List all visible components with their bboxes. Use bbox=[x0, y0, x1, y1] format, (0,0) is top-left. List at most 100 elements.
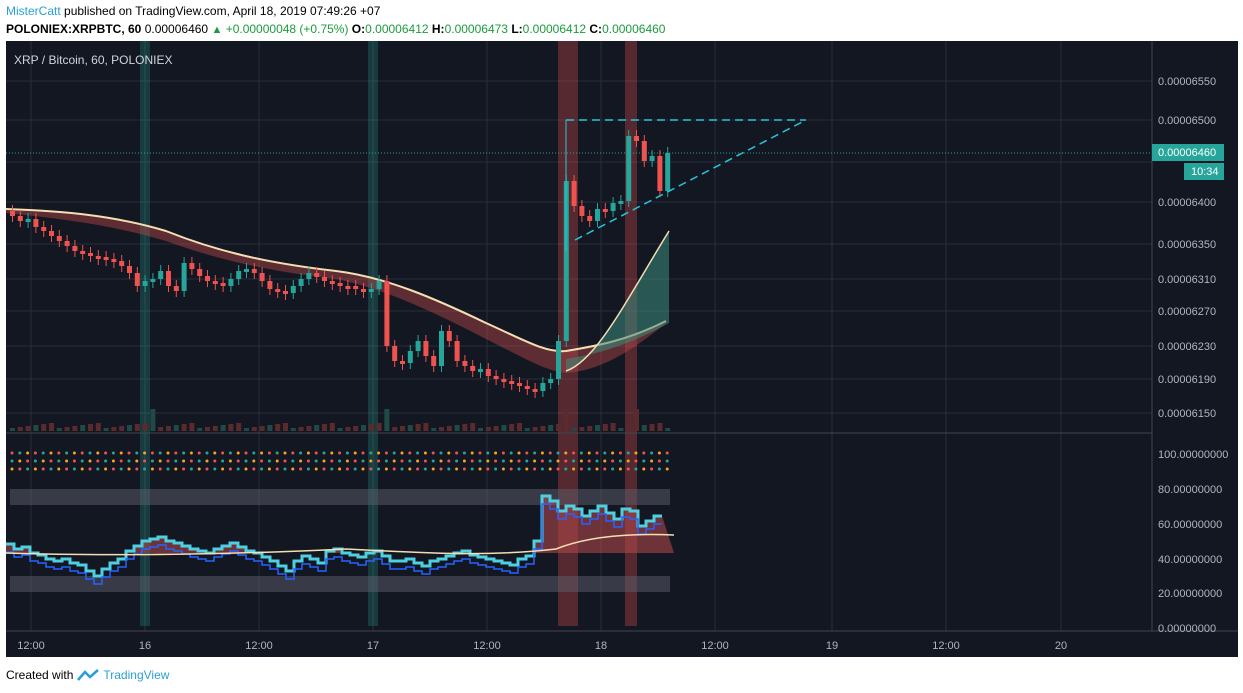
signal-dot bbox=[486, 467, 490, 471]
signal-dot bbox=[158, 467, 162, 471]
ema-ribbon bbox=[6, 209, 666, 373]
volume-bar bbox=[571, 428, 577, 431]
candle-body bbox=[384, 281, 390, 346]
signal-dot bbox=[221, 459, 225, 463]
signal-dot bbox=[665, 467, 669, 471]
chart-canvas[interactable]: XRP / Bitcoin, 60, POLONIEX 0.00006550 0.… bbox=[5, 41, 1238, 657]
candle-body bbox=[556, 341, 561, 379]
signal-dot bbox=[603, 451, 607, 455]
candle-body bbox=[376, 281, 382, 289]
signal-dot bbox=[634, 451, 638, 455]
signal-dot bbox=[338, 451, 342, 455]
signal-dot bbox=[501, 451, 505, 455]
volume-bar bbox=[142, 423, 148, 431]
signal-dot bbox=[650, 467, 654, 471]
signal-dot bbox=[322, 467, 326, 471]
signal-dot bbox=[634, 467, 638, 471]
tradingview-link[interactable]: TradingView bbox=[103, 668, 170, 682]
signal-dot bbox=[517, 451, 521, 455]
time-axis-label: 20 bbox=[1055, 640, 1067, 652]
ohlc-line: POLONIEX:XRPBTC, 60 0.00006460 ▲ +0.0000… bbox=[6, 22, 665, 36]
volume-bar bbox=[283, 423, 288, 431]
candle-body bbox=[540, 383, 546, 391]
candle-body bbox=[446, 331, 452, 341]
signal-dot bbox=[104, 451, 108, 455]
signal-dot bbox=[377, 451, 381, 455]
high-value: 0.00006473 bbox=[444, 22, 508, 36]
signal-dot bbox=[88, 467, 92, 471]
signal-dot bbox=[275, 459, 279, 463]
volume-bar bbox=[158, 427, 164, 431]
signal-dot bbox=[517, 467, 521, 471]
candle-body bbox=[142, 281, 148, 286]
signal-dot bbox=[88, 451, 92, 455]
signal-dot bbox=[423, 467, 427, 471]
osc-axis-label: 0.00000000 bbox=[1158, 623, 1216, 635]
volume-bar bbox=[517, 423, 522, 431]
signal-dot bbox=[408, 451, 412, 455]
volume-bar bbox=[17, 427, 23, 431]
author-link[interactable]: MisterCatt bbox=[6, 4, 61, 18]
osc-axis-label: 80.00000000 bbox=[1158, 484, 1222, 496]
signal-dot bbox=[650, 451, 654, 455]
signal-dot bbox=[587, 451, 591, 455]
signal-dot bbox=[533, 451, 537, 455]
volume-bar bbox=[64, 427, 70, 431]
candle-body bbox=[548, 379, 554, 383]
osc-main-line bbox=[6, 494, 662, 578]
signal-dot bbox=[189, 459, 193, 463]
signal-dot bbox=[462, 451, 466, 455]
signal-dot bbox=[564, 459, 568, 463]
signal-dot bbox=[135, 451, 139, 455]
signal-dot bbox=[447, 467, 451, 471]
candle-body bbox=[205, 276, 210, 281]
candle-body bbox=[197, 269, 203, 276]
volume-bar bbox=[197, 428, 203, 431]
signal-dot bbox=[431, 459, 435, 463]
volume-bar bbox=[532, 427, 538, 431]
signal-dot bbox=[80, 451, 84, 455]
signal-column bbox=[368, 41, 378, 626]
signal-dot bbox=[509, 459, 513, 463]
volume-bar bbox=[595, 425, 600, 431]
candle-body bbox=[119, 261, 125, 266]
time-axis-label: 12:00 bbox=[701, 640, 729, 652]
signal-dot bbox=[439, 467, 443, 471]
volume-bar bbox=[454, 425, 460, 431]
candle-body bbox=[337, 283, 343, 286]
signal-dot bbox=[338, 467, 342, 471]
signal-dot bbox=[618, 467, 622, 471]
time-axis-label: 12:00 bbox=[932, 640, 960, 652]
close-label: C: bbox=[589, 22, 603, 36]
signal-dot bbox=[96, 451, 100, 455]
time-axis-label: 16 bbox=[139, 640, 151, 652]
candle-body bbox=[275, 289, 281, 292]
signal-dot bbox=[634, 459, 638, 463]
volume-bar bbox=[524, 428, 530, 431]
candle-body bbox=[158, 271, 164, 279]
signal-dot bbox=[462, 459, 466, 463]
signal-dot bbox=[41, 459, 45, 463]
signal-dot bbox=[228, 451, 232, 455]
signal-dot bbox=[533, 467, 537, 471]
volume-bar bbox=[95, 423, 101, 431]
signal-dot bbox=[657, 459, 661, 463]
signal-dot bbox=[548, 459, 552, 463]
last-price: 0.00006460 bbox=[144, 22, 209, 36]
signal-dot bbox=[470, 451, 474, 455]
chart-area[interactable]: XRP / Bitcoin, 60, POLONIEX 0.00006550 0.… bbox=[5, 41, 1238, 657]
candle-body bbox=[587, 216, 593, 221]
signal-dot bbox=[486, 459, 490, 463]
signal-dot bbox=[150, 451, 154, 455]
volume-bar bbox=[259, 426, 265, 431]
candle-body bbox=[665, 153, 671, 191]
signal-dot bbox=[283, 459, 287, 463]
volume-bar bbox=[376, 423, 382, 431]
signal-dot bbox=[10, 467, 14, 471]
volume-bar bbox=[501, 425, 507, 431]
signal-dot bbox=[501, 467, 505, 471]
tradingview-logo-icon[interactable] bbox=[77, 668, 100, 682]
signal-dot bbox=[80, 467, 84, 471]
volume-bar bbox=[392, 427, 398, 431]
volume-bar bbox=[361, 425, 366, 431]
